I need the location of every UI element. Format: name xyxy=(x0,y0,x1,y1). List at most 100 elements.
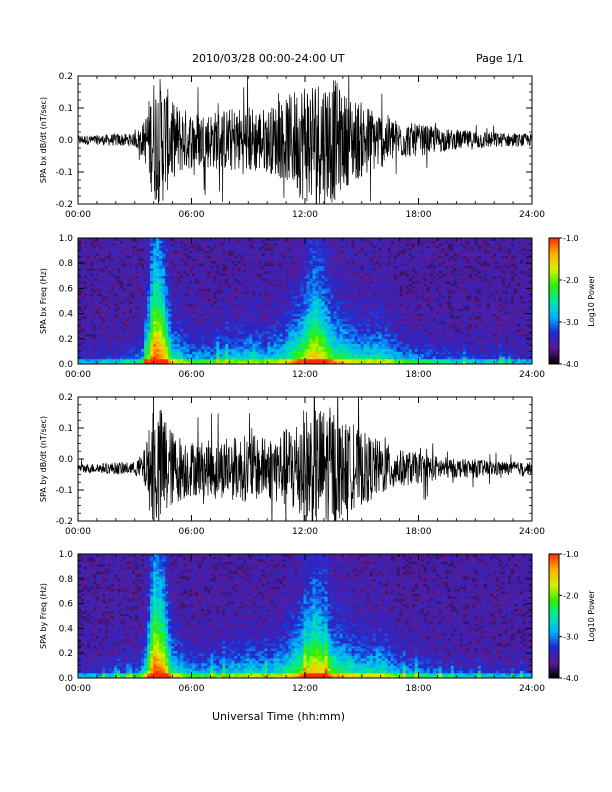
spectrogram-cell xyxy=(303,283,307,287)
spectrogram-cell xyxy=(243,321,247,324)
spectrogram-cell xyxy=(225,248,229,251)
spectrogram-cell xyxy=(168,273,172,277)
spectrogram-cell xyxy=(129,250,133,254)
spectrogram-cell xyxy=(114,278,118,282)
spectrogram-cell xyxy=(267,311,271,314)
spectrogram-cell xyxy=(363,270,367,274)
spectrogram-cell xyxy=(366,245,370,249)
spectrogram-cell xyxy=(240,293,244,297)
spectrogram-cell xyxy=(345,311,349,314)
spectrogram-cell xyxy=(252,326,256,330)
spectrogram-cell xyxy=(231,311,235,314)
spectrogram-cell xyxy=(246,313,250,317)
spectrogram-cell xyxy=(87,301,91,304)
spectrogram-cell xyxy=(120,295,124,299)
spectrogram-cell xyxy=(105,255,109,259)
spectrogram-cell xyxy=(102,298,106,302)
spectrogram-cell xyxy=(222,308,226,312)
spectrogram-cell xyxy=(267,336,271,340)
spectrogram-cell xyxy=(225,283,229,287)
spectrogram-cell xyxy=(204,268,208,272)
spectrogram-cell xyxy=(99,278,103,282)
spectrogram-cell xyxy=(255,326,259,330)
spectrogram-cell xyxy=(330,265,334,269)
spectrogram-cell xyxy=(246,243,250,246)
spectrogram-cell xyxy=(84,331,88,335)
spectrogram-cell xyxy=(204,298,208,302)
spectrogram-cell xyxy=(96,270,100,274)
spectrogram-cell xyxy=(150,331,154,335)
spectrogram-cell xyxy=(327,353,331,357)
spectrogram-cell xyxy=(93,356,97,360)
spectrogram-cell xyxy=(111,361,115,365)
spectrogram-cell xyxy=(99,255,103,259)
spectrogram-cell xyxy=(207,258,211,261)
spectrogram-cell xyxy=(222,243,226,246)
spectrogram-cell xyxy=(294,346,298,350)
spectrogram-cell xyxy=(237,301,241,304)
spectrogram-cell xyxy=(99,318,103,322)
spectrogram-cell xyxy=(180,248,184,251)
spectrogram-cell xyxy=(138,260,142,264)
spectrogram-cell xyxy=(141,353,145,357)
spectrogram-cell xyxy=(285,338,289,342)
spectrogram-cell xyxy=(339,288,343,292)
spectrogram-cell xyxy=(270,331,274,335)
spectrogram-cell xyxy=(345,351,349,355)
spectrogram-cell xyxy=(141,321,145,324)
spectrogram-cell xyxy=(351,356,355,360)
spectrogram-cell xyxy=(240,348,244,352)
spectrogram-cell xyxy=(336,313,340,317)
spectrogram-cell xyxy=(255,265,259,269)
spectrogram-cell xyxy=(279,326,283,330)
spectrogram-cell xyxy=(225,356,229,360)
spectrogram-cell xyxy=(123,260,127,264)
spectrogram-cell xyxy=(132,361,136,365)
spectrogram-cell xyxy=(291,255,295,259)
spectrogram-cell xyxy=(279,341,283,345)
spectrogram-cell xyxy=(312,238,316,241)
spectrogram-cell xyxy=(225,316,229,319)
x-tick-label: 24:00 xyxy=(519,210,545,220)
spectrogram-cell xyxy=(291,316,295,319)
spectrogram-cell xyxy=(285,301,289,304)
spectrogram-cell xyxy=(219,333,223,337)
spectrogram-cell xyxy=(246,263,250,267)
spectrogram-cell xyxy=(258,250,262,254)
spectrogram-cell xyxy=(279,301,283,304)
spectrogram-cell xyxy=(231,238,235,241)
spectrogram-cell xyxy=(291,351,295,355)
spectrogram-cell xyxy=(327,323,331,327)
spectrogram-cell xyxy=(369,298,373,302)
spectrogram-cell xyxy=(90,243,94,246)
spectrogram-cell xyxy=(192,268,196,272)
spectrogram-cell xyxy=(327,306,331,309)
spectrogram-cell xyxy=(339,303,343,307)
spectrogram-cell xyxy=(345,268,349,272)
spectrogram-cell xyxy=(243,343,247,347)
spectrogram-cell xyxy=(168,316,172,319)
spectrogram-cell xyxy=(291,238,295,241)
spectrogram-cell xyxy=(357,333,361,337)
spectrogram-cell xyxy=(150,255,154,259)
spectrogram-cell xyxy=(195,326,199,330)
spectrogram-cell xyxy=(204,270,208,274)
spectrogram-cell xyxy=(339,250,343,254)
spectrogram-cell xyxy=(153,253,157,256)
spectrogram-cell xyxy=(288,328,292,332)
spectrogram-cell xyxy=(312,240,316,244)
spectrogram-cell xyxy=(297,316,301,319)
spectrogram-cell xyxy=(339,265,343,269)
spectrogram-cell xyxy=(210,351,214,355)
spectrogram-cell xyxy=(78,295,82,299)
spectrogram-cell xyxy=(303,250,307,254)
spectrogram-cell xyxy=(234,358,238,362)
spectrogram-cell xyxy=(360,260,364,264)
spectrogram-cell xyxy=(102,260,106,264)
spectrogram-cell xyxy=(300,313,304,317)
spectrogram-cell xyxy=(186,336,190,340)
spectrogram-cell xyxy=(138,356,142,360)
spectrogram-cell xyxy=(114,321,118,324)
spectrogram-cell xyxy=(246,341,250,345)
spectrogram-cell xyxy=(90,341,94,345)
